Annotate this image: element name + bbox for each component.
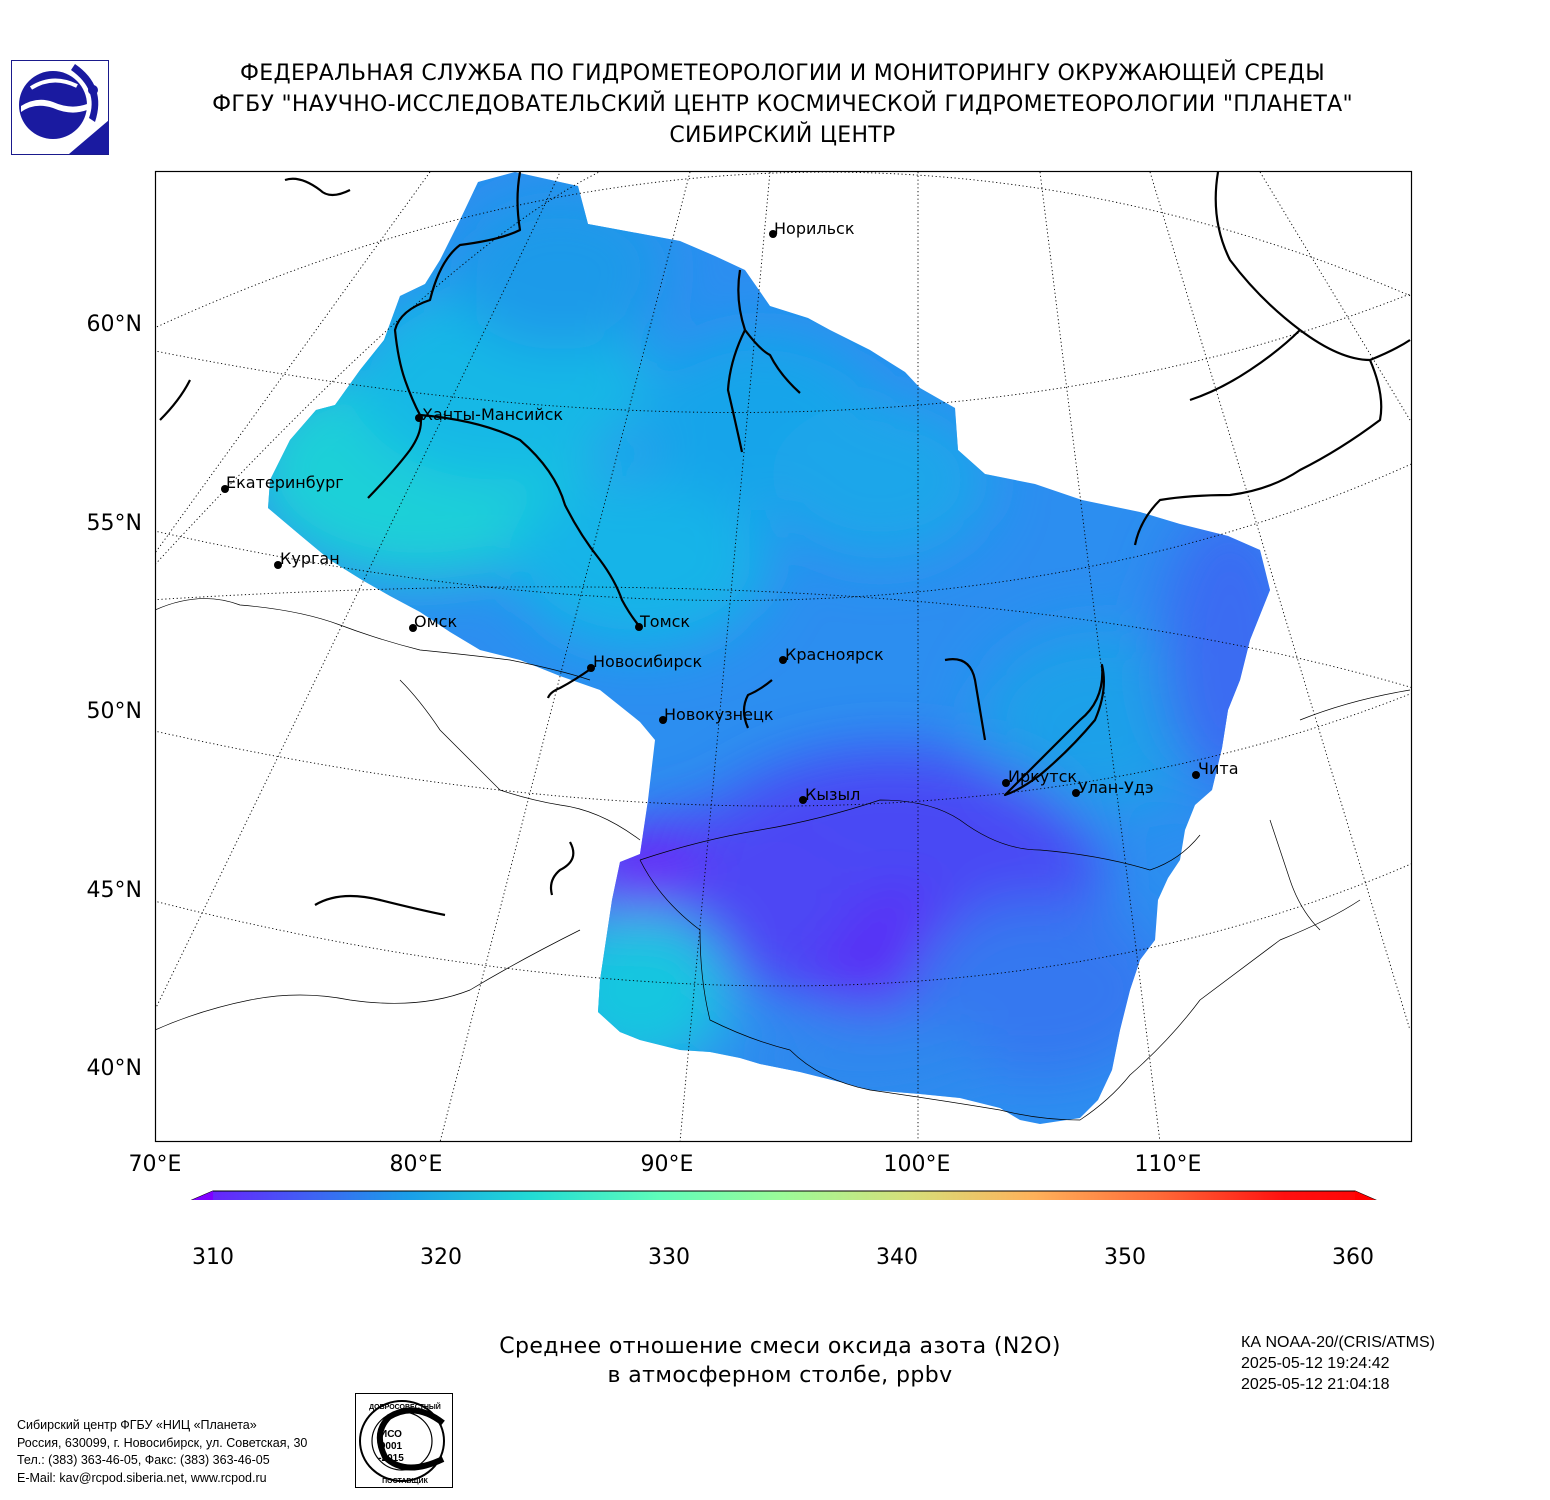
city-label: Курган xyxy=(280,549,340,568)
time-start: 2025-05-12 19:24:42 xyxy=(1241,1355,1390,1372)
header-line-1: ФЕДЕРАЛЬНАЯ СЛУЖБА ПО ГИДРОМЕТЕОРОЛОГИИ … xyxy=(240,61,1325,86)
colorbar-tick: 320 xyxy=(420,1245,462,1270)
satellite-name: КА NOAA-20/(CRIS/ATMS) xyxy=(1241,1334,1435,1351)
lat-label: 60°N xyxy=(86,312,142,337)
city-label: Екатеринбург xyxy=(226,473,344,492)
org-info: Сибирский центр ФГБУ «НИЦ «Планета» Росс… xyxy=(17,1417,307,1487)
lat-label: 45°N xyxy=(86,878,142,903)
city-label: Чита xyxy=(1198,759,1239,778)
lat-label: 50°N xyxy=(86,699,142,724)
city-label: Норильск xyxy=(774,219,855,238)
satellite-info: КА NOAA-20/(CRIS/ATMS) 2025-05-12 19:24:… xyxy=(1241,1332,1435,1395)
city-label: Томск xyxy=(640,612,691,631)
city-label: Новокузнецк xyxy=(664,705,774,724)
time-end: 2025-05-12 21:04:18 xyxy=(1241,1376,1390,1393)
city-label: Новосибирск xyxy=(593,652,703,671)
colorbar-tick: 330 xyxy=(648,1245,690,1270)
lon-label: 70°E xyxy=(128,1152,182,1177)
city-label: Кызыл xyxy=(805,785,861,804)
org-line-1: Сибирский центр ФГБУ «НИЦ «Планета» xyxy=(17,1418,257,1432)
lat-label: 40°N xyxy=(86,1056,142,1081)
n2o-field xyxy=(268,172,1270,1124)
lat-label: 55°N xyxy=(86,511,142,536)
colorbar-tick: 310 xyxy=(192,1245,234,1270)
lon-label: 80°E xyxy=(389,1152,443,1177)
colorbar-tick: 350 xyxy=(1104,1245,1146,1270)
colorbar-tick: 360 xyxy=(1332,1245,1374,1270)
iso-bottom-text: ПОСТАВЩИК xyxy=(382,1478,428,1485)
roshydromet-logo-icon xyxy=(11,60,109,155)
iso-certificate-icon: ДОБРОСОВЕСТНЫЙ ИСО 9001 -2015 ПОСТАВЩИК xyxy=(355,1393,453,1488)
iso-line-2: 9001 xyxy=(380,1441,403,1452)
rivers-coastlines xyxy=(159,172,1411,917)
org-line-3: Тел.: (383) 363-46-05, Факс: (383) 363-4… xyxy=(17,1453,270,1467)
header-line-2: ФГБУ "НАУЧНО-ИССЛЕДОВАТЕЛЬСКИЙ ЦЕНТР КОС… xyxy=(212,92,1353,117)
lon-label: 110°E xyxy=(1134,1152,1202,1177)
caption-line-2: в атмосферном столбе, ppbv xyxy=(607,1363,953,1388)
caption-line-1: Среднее отношение смеси оксида азота (N2… xyxy=(499,1334,1061,1359)
iso-top-text: ДОБРОСОВЕСТНЫЙ xyxy=(369,1402,441,1411)
header: ФЕДЕРАЛЬНАЯ СЛУЖБА ПО ГИДРОМЕТЕОРОЛОГИИ … xyxy=(140,58,1425,151)
iso-line-1: ИСО xyxy=(380,1429,402,1440)
iso-line-3: -2015 xyxy=(378,1453,404,1464)
city-label: Иркутск xyxy=(1008,767,1078,786)
city-label: Омск xyxy=(414,612,458,631)
header-line-3: СИБИРСКИЙ ЦЕНТР xyxy=(669,123,896,148)
lon-label: 100°E xyxy=(883,1152,951,1177)
colorbar xyxy=(190,1190,1377,1200)
city-label: Красноярск xyxy=(785,645,884,664)
colorbar-tick: 340 xyxy=(876,1245,918,1270)
org-line-4: E-Mail: kav@rcpod.siberia.net, www.rcpod… xyxy=(17,1470,267,1485)
map-canvas xyxy=(154,170,1413,1200)
map-frame xyxy=(154,170,1413,1143)
graticule xyxy=(155,172,1411,1142)
city-label: Ханты-Мансийск xyxy=(422,405,564,424)
city-markers xyxy=(221,230,1200,804)
borders xyxy=(155,598,1411,1121)
map-caption: Среднее отношение смеси оксида азота (N2… xyxy=(430,1332,1130,1390)
city-label: Улан-Удэ xyxy=(1078,778,1154,797)
org-line-2: Россия, 630099, г. Новосибирск, ул. Сове… xyxy=(17,1435,308,1450)
lon-label: 90°E xyxy=(640,1152,694,1177)
